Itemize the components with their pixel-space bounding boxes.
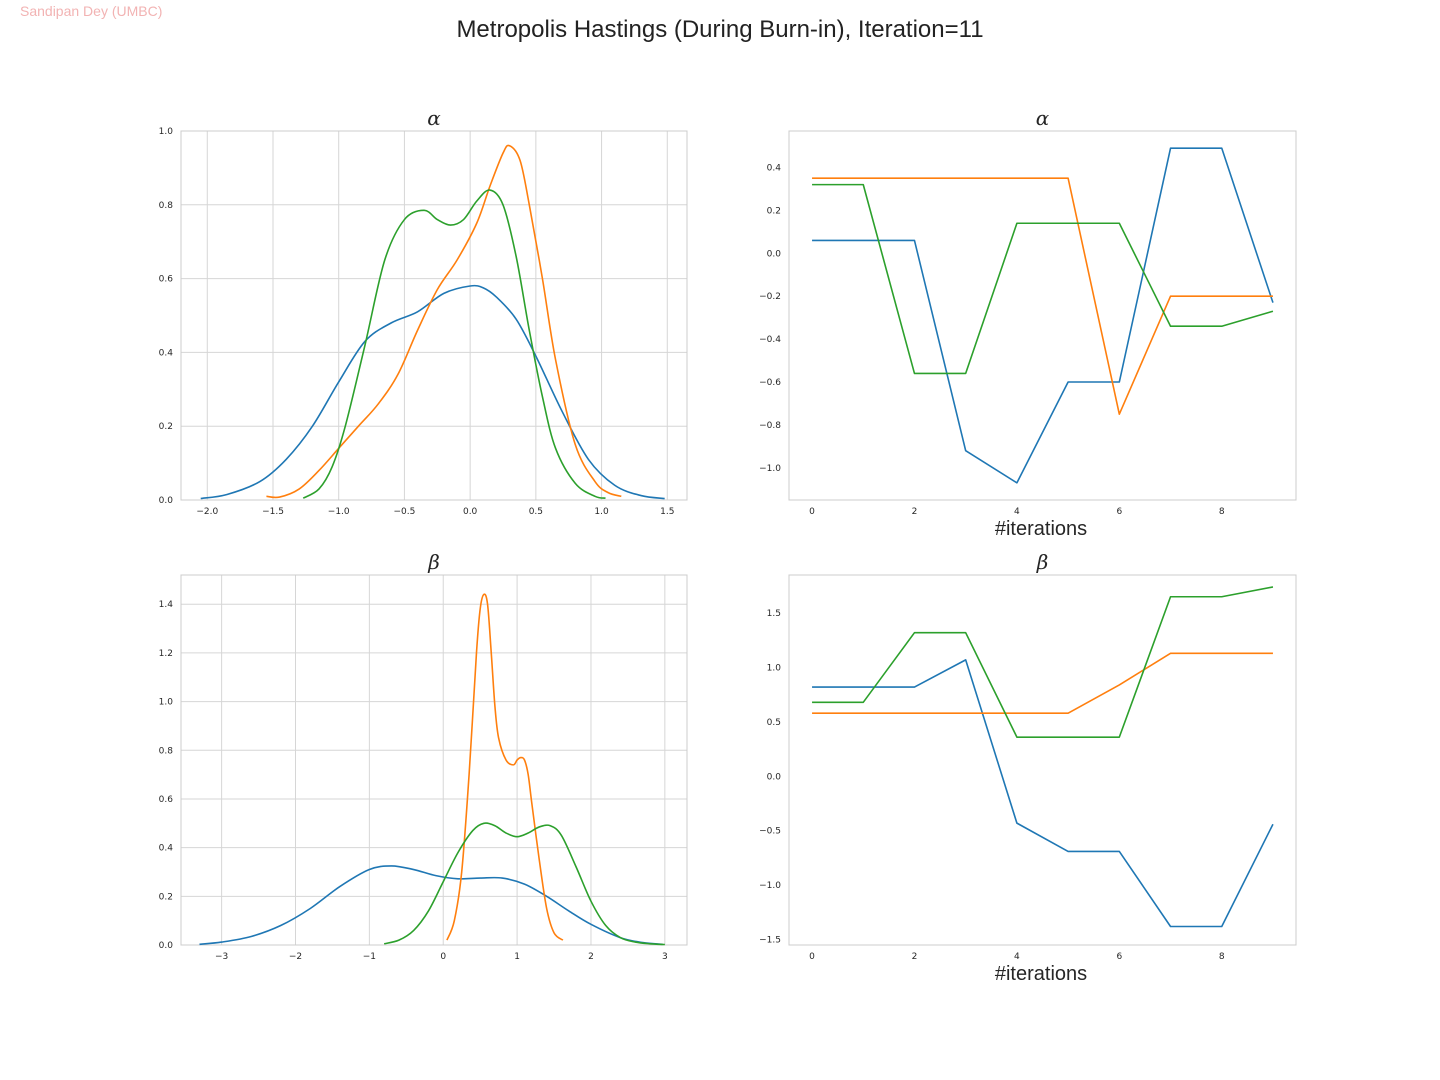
kde-beta-ytick-label: 0.0 bbox=[159, 941, 174, 951]
trace-alpha-title: α bbox=[1036, 106, 1050, 130]
kde-beta-ytick-label: 0.6 bbox=[159, 795, 174, 805]
trace-beta-xlabel: #iterations bbox=[995, 963, 1087, 985]
trace-alpha-ytick-label: −0.4 bbox=[759, 335, 781, 345]
trace-beta-ytick-label: 1.5 bbox=[767, 609, 781, 619]
trace-beta-ytick-label: 0.5 bbox=[767, 718, 781, 728]
kde-alpha-frame bbox=[180, 130, 688, 501]
kde-alpha-chain-3-line bbox=[302, 189, 606, 499]
trace-beta-frame bbox=[788, 574, 1297, 946]
kde-beta-chain-3-line bbox=[383, 822, 665, 946]
trace-alpha-ytick-label: 0.4 bbox=[767, 163, 782, 173]
trace-beta-xtick-label: 6 bbox=[1116, 952, 1122, 962]
kde-beta-xtick-label: 0 bbox=[440, 952, 446, 962]
kde-beta-frame bbox=[180, 574, 688, 946]
kde-beta-ytick-label: 0.4 bbox=[159, 844, 174, 854]
kde-alpha-xtick-label: 1.5 bbox=[660, 507, 674, 517]
kde-alpha-panel: −2.0 −1.5 −1.0 −0.5 0.0 0.5 1.0 1.5 0.0 0.2 0.4 0.6… bbox=[159, 106, 688, 517]
kde-beta-xtick-label: 3 bbox=[662, 952, 668, 962]
kde-alpha-xtick-label: 0.5 bbox=[529, 507, 543, 517]
trace-beta-title: β bbox=[1036, 550, 1049, 574]
trace-alpha-frame bbox=[788, 130, 1297, 501]
trace-beta-ytick-label: −1.5 bbox=[759, 936, 781, 946]
trace-beta-ytick-label: 1.0 bbox=[767, 664, 782, 674]
trace-beta-chain-1-line bbox=[812, 659, 1274, 928]
trace-alpha-xlabel: #iterations bbox=[995, 518, 1087, 540]
kde-alpha-ytick-label: 0.6 bbox=[159, 275, 174, 285]
trace-alpha-ytick-label: −0.6 bbox=[759, 378, 781, 388]
kde-alpha-xtick-label: −0.5 bbox=[393, 507, 415, 517]
kde-beta-ytick-label: 1.0 bbox=[159, 698, 174, 708]
trace-alpha-xtick-label: 2 bbox=[912, 507, 918, 517]
kde-alpha-title: α bbox=[427, 106, 441, 130]
trace-alpha-xtick-label: 8 bbox=[1219, 507, 1225, 517]
kde-beta-ytick-label: 0.2 bbox=[159, 892, 173, 902]
trace-beta-chain-2-line bbox=[812, 652, 1273, 715]
kde-alpha-ytick-label: 0.0 bbox=[159, 496, 174, 506]
kde-alpha-ytick-label: 1.0 bbox=[159, 127, 174, 137]
kde-beta-ytick-label: 1.4 bbox=[159, 600, 174, 610]
kde-alpha-xtick-label: 0.0 bbox=[463, 507, 478, 517]
trace-alpha-xtick-label: 4 bbox=[1014, 507, 1020, 517]
trace-alpha-chain-3-line bbox=[812, 183, 1274, 375]
kde-alpha-xtick-label: −1.0 bbox=[328, 507, 350, 517]
kde-alpha-chain-2-line bbox=[266, 144, 622, 499]
kde-alpha-xtick-label: 1.0 bbox=[594, 507, 609, 517]
figure-title: Metropolis Hastings (During Burn-in), It… bbox=[456, 16, 984, 43]
kde-beta-xtick-label: 1 bbox=[514, 952, 520, 962]
kde-beta-xtick-label: 2 bbox=[588, 952, 594, 962]
trace-alpha-ytick-label: −0.8 bbox=[759, 421, 781, 431]
trace-alpha-ytick-label: −0.2 bbox=[759, 292, 781, 302]
trace-alpha-chain-1-line bbox=[812, 147, 1274, 484]
kde-beta-panel: −3 −2 −1 0 1 2 3 0.0 0.2 0.4 0.6 0.8 1.0 1.2 1.4 β bbox=[159, 550, 688, 962]
trace-beta-ytick-label: −0.5 bbox=[759, 827, 781, 837]
trace-beta-ytick-label: −1.0 bbox=[759, 881, 781, 891]
trace-beta-xtick-label: 4 bbox=[1014, 952, 1020, 962]
kde-beta-chain-2-line bbox=[446, 593, 564, 941]
kde-beta-title: β bbox=[427, 550, 440, 574]
trace-beta-xtick-label: 2 bbox=[912, 952, 918, 962]
kde-beta-xtick-label: −1 bbox=[363, 952, 376, 962]
trace-alpha-xtick-label: 0 bbox=[809, 507, 815, 517]
trace-beta-chain-3-line bbox=[812, 586, 1274, 738]
trace-beta-xtick-label: 0 bbox=[809, 952, 815, 962]
kde-alpha-xtick-label: −1.5 bbox=[262, 507, 284, 517]
kde-alpha-xtick-label: −2.0 bbox=[196, 507, 218, 517]
kde-alpha-ytick-label: 0.8 bbox=[159, 201, 174, 211]
trace-alpha-ytick-label: 0.2 bbox=[767, 206, 781, 216]
kde-alpha-chain-1-line bbox=[200, 284, 665, 500]
trace-alpha-chain-2-line bbox=[812, 177, 1273, 415]
trace-alpha-ytick-label: −1.0 bbox=[759, 464, 781, 474]
kde-alpha-ytick-label: 0.2 bbox=[159, 422, 173, 432]
trace-beta-xtick-label: 8 bbox=[1219, 952, 1225, 962]
trace-alpha-panel: 0 2 4 6 8 −1.0 −0.8 −0.6 −0.4 −0.2 0.0 0.2 0.4 α bbox=[759, 106, 1297, 517]
trace-alpha-ytick-label: 0.0 bbox=[767, 249, 782, 259]
kde-beta-xtick-label: −2 bbox=[289, 952, 302, 962]
kde-beta-xtick-label: −3 bbox=[215, 952, 228, 962]
trace-beta-panel: 0 2 4 6 8 −1.5 −1.0 −0.5 0.0 0.5 1.0 1.5 β bbox=[759, 550, 1297, 962]
watermark: Sandipan Dey (UMBC) bbox=[20, 3, 163, 19]
trace-beta-ytick-label: 0.0 bbox=[767, 772, 782, 782]
kde-beta-ytick-label: 0.8 bbox=[159, 746, 174, 756]
kde-alpha-ytick-label: 0.4 bbox=[159, 348, 174, 358]
kde-beta-chain-1-line bbox=[199, 865, 663, 946]
kde-beta-ytick-label: 1.2 bbox=[159, 649, 173, 659]
trace-alpha-xtick-label: 6 bbox=[1116, 507, 1122, 517]
